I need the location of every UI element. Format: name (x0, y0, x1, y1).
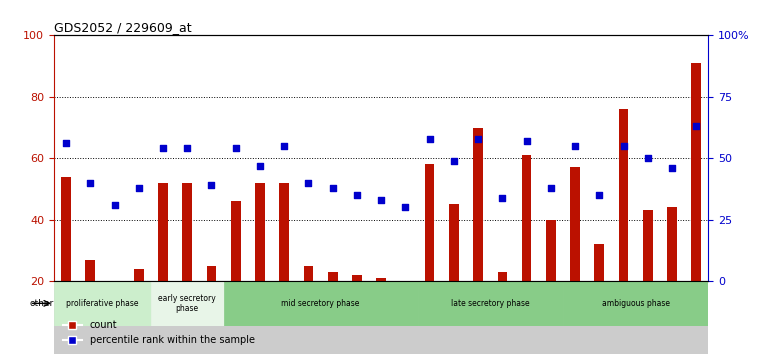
Point (303, 180, 315, 185)
Point (84, 180, 96, 185)
Bar (303, 266, 313, 281)
Point (641, 155, 654, 161)
Bar (328, 272, 337, 281)
Text: other: other (30, 299, 54, 308)
Bar (206, 266, 216, 281)
Point (690, 124, 702, 129)
Bar (223, 281, 417, 326)
Bar (255, 183, 265, 281)
Bar (425, 164, 434, 281)
Point (109, 202, 121, 208)
Bar (231, 201, 240, 281)
Bar (571, 167, 580, 281)
Bar (158, 183, 168, 281)
Bar (54, 281, 708, 354)
Text: GDS2052 / 229609_at: GDS2052 / 229609_at (54, 21, 192, 34)
Bar (109, 281, 119, 284)
Point (544, 185, 557, 190)
Point (157, 145, 169, 151)
Bar (352, 275, 362, 281)
Bar (497, 272, 507, 281)
Point (569, 143, 581, 149)
Bar (546, 219, 556, 281)
Point (206, 182, 218, 188)
Text: mid secretory phase: mid secretory phase (281, 299, 360, 308)
Bar (85, 259, 95, 281)
Point (254, 163, 266, 169)
Text: proliferative phase: proliferative phase (66, 299, 139, 308)
Point (375, 197, 387, 203)
Bar (61, 177, 71, 281)
Point (181, 145, 193, 151)
Point (278, 143, 290, 149)
Bar (619, 109, 628, 281)
Bar (449, 204, 459, 281)
Bar (182, 183, 192, 281)
Point (229, 145, 242, 151)
Point (351, 192, 363, 198)
Bar (691, 63, 701, 281)
Point (618, 143, 630, 149)
Point (593, 192, 605, 198)
Bar (417, 281, 563, 326)
Point (60, 141, 72, 146)
Bar (54, 281, 151, 326)
Point (132, 185, 145, 190)
Bar (522, 155, 531, 281)
Bar (667, 207, 677, 281)
Point (666, 165, 678, 171)
Legend: count, percentile rank within the sample: count, percentile rank within the sample (59, 316, 259, 349)
Bar (594, 244, 604, 281)
Point (424, 136, 436, 141)
Bar (377, 278, 386, 281)
Text: ambiguous phase: ambiguous phase (601, 299, 670, 308)
Point (447, 158, 460, 164)
Point (496, 195, 508, 200)
Text: late secretory phase: late secretory phase (451, 299, 530, 308)
Bar (563, 281, 708, 326)
Bar (400, 281, 410, 284)
Bar (134, 269, 143, 281)
Bar (151, 281, 223, 326)
Bar (474, 127, 483, 281)
Text: early secretory
phase: early secretory phase (159, 294, 216, 313)
Point (472, 136, 484, 141)
Bar (280, 183, 289, 281)
Point (521, 138, 533, 144)
Point (399, 205, 411, 210)
Bar (643, 210, 653, 281)
Point (326, 185, 339, 190)
